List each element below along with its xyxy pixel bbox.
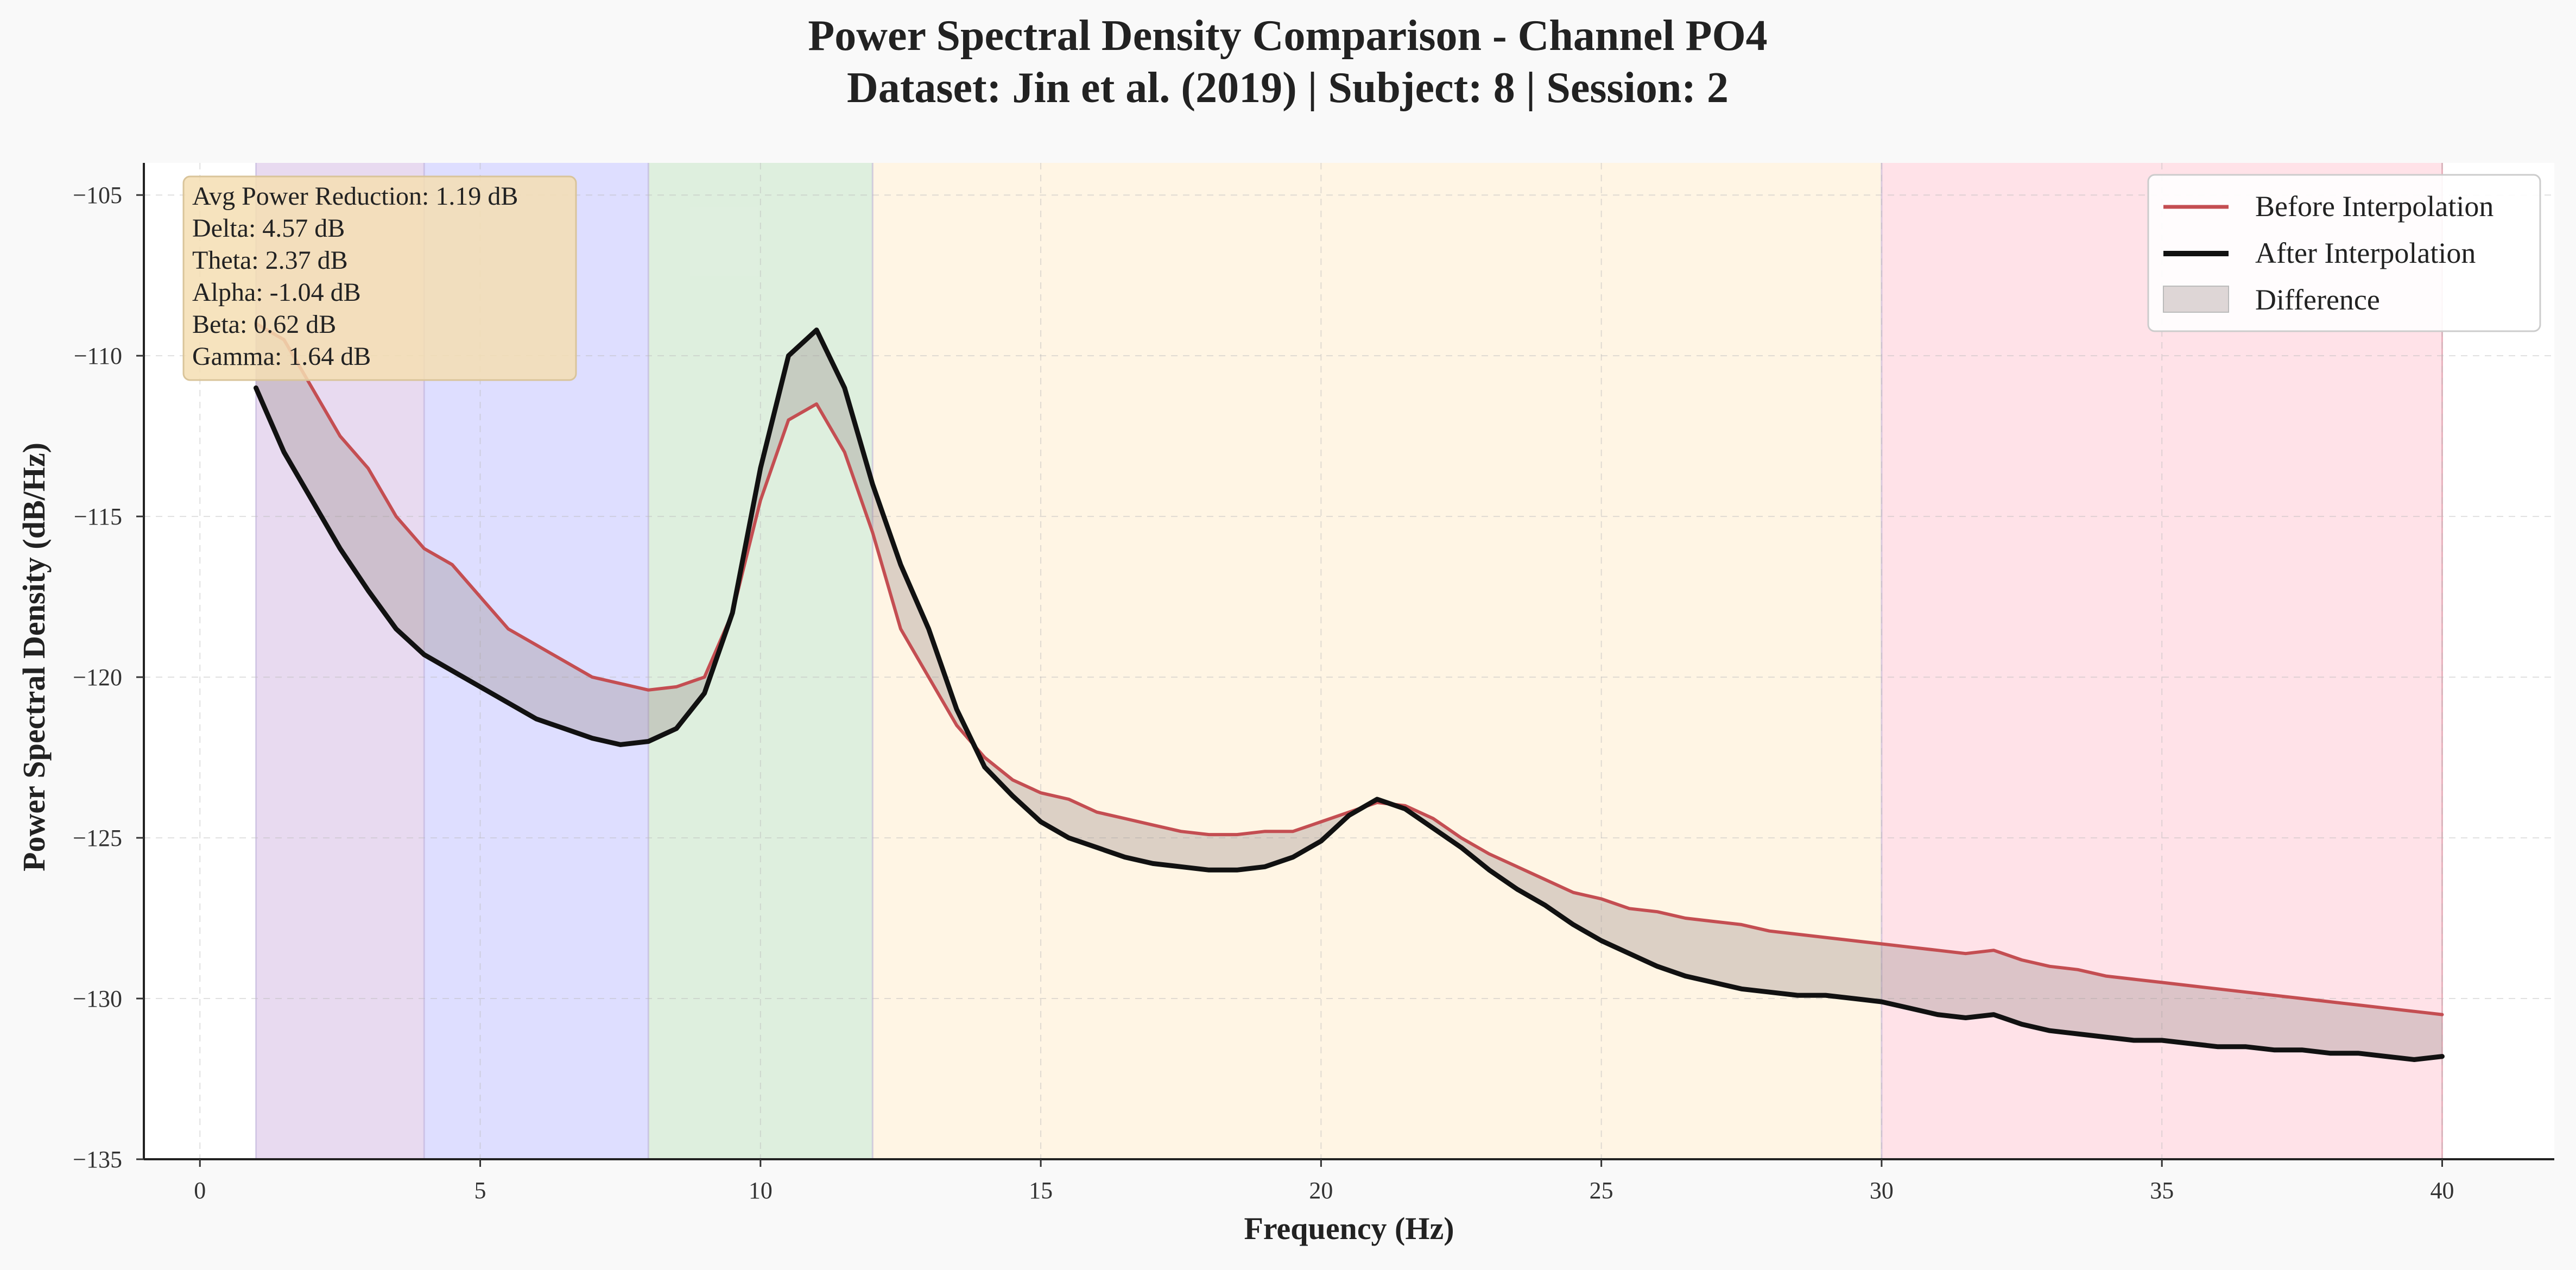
difference-area	[256, 324, 2442, 1060]
stat-delta: Delta: 4.57 dB	[192, 214, 345, 243]
stat-theta: Theta: 2.37 dB	[192, 246, 348, 275]
difference-fill	[256, 324, 2442, 1060]
legend-difference-label: Difference	[2255, 283, 2380, 316]
y-tick-label-−130: −130	[73, 985, 122, 1012]
stat-gamma: Gamma: 1.64 dB	[192, 342, 371, 371]
x-tick-label-40: 40	[2430, 1177, 2454, 1204]
stats-box: Avg Power Reduction: 1.19 dB Delta: 4.57…	[182, 175, 577, 381]
y-tick-label-−125: −125	[73, 825, 122, 851]
stat-avg-reduction: Avg Power Reduction: 1.19 dB	[192, 182, 518, 211]
band-beta	[872, 163, 1882, 1159]
stat-alpha: Alpha: -1.04 dB	[192, 278, 361, 307]
legend-frame	[2147, 174, 2541, 332]
x-tick-label-0: 0	[194, 1177, 206, 1204]
x-tick-label-5: 5	[474, 1177, 486, 1204]
y-tick-label-−115: −115	[74, 503, 122, 530]
y-tick-label-−135: −135	[73, 1146, 122, 1173]
y-tick-label-−110: −110	[74, 343, 122, 369]
band-alpha	[648, 163, 873, 1159]
series-before-line	[254, 322, 2444, 1016]
x-tick-label-35: 35	[2150, 1177, 2174, 1204]
legend: Before Interpolation After Interpolation…	[2147, 174, 2541, 332]
chart-subtitle: Dataset: Jin et al. (2019) | Subject: 8 …	[847, 64, 1729, 112]
x-tick-label-20: 20	[1309, 1177, 1333, 1204]
x-tick-label-10: 10	[749, 1177, 773, 1204]
series-lines	[254, 322, 2445, 1062]
stats-box-background	[182, 175, 577, 381]
stat-beta: Beta: 0.62 dB	[192, 310, 336, 339]
series-after-line	[254, 327, 2445, 1062]
x-axis-ticks: 0 5 10 15 20 25 30 35 40	[194, 1159, 2454, 1204]
x-tick-label-30: 30	[1870, 1177, 1894, 1204]
y-axis-ticks: −105 −110 −115 −120 −125 −130 −135	[73, 182, 144, 1173]
legend-after-label: After Interpolation	[2255, 237, 2476, 269]
x-tick-label-25: 25	[1590, 1177, 1613, 1204]
legend-difference-swatch	[2163, 286, 2229, 313]
y-tick-label-−105: −105	[73, 182, 122, 208]
legend-before-label: Before Interpolation	[2255, 190, 2493, 223]
x-axis-label: Frequency (Hz)	[1244, 1211, 1454, 1246]
chart-title: Power Spectral Density Comparison - Chan…	[808, 12, 1767, 60]
y-tick-label-−120: −120	[73, 664, 122, 691]
y-axis-label: Power Spectral Density (dB/Hz)	[16, 443, 52, 871]
x-tick-label-15: 15	[1029, 1177, 1053, 1204]
axes	[143, 163, 2554, 1160]
